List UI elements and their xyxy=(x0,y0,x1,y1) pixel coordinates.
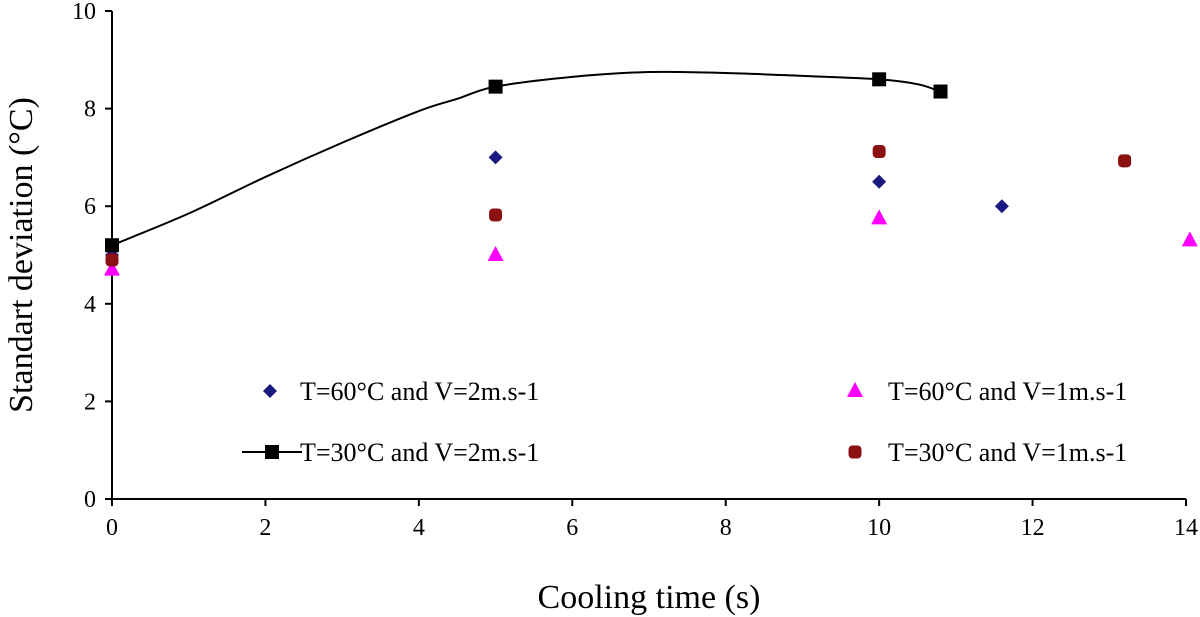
y-tick-label: 6 xyxy=(84,194,96,220)
data-point xyxy=(105,253,119,267)
y-tick-label: 2 xyxy=(84,389,96,415)
y-axis-title: Standart deviation (°C) xyxy=(3,97,40,413)
y-tick-label: 4 xyxy=(84,292,96,318)
data-point xyxy=(872,145,886,159)
x-tick-label: 8 xyxy=(720,515,732,541)
data-point xyxy=(487,246,504,261)
data-point xyxy=(104,260,120,276)
series-0 xyxy=(105,150,1009,262)
legend-label: T=30°C and V=1m.s-1 xyxy=(888,438,1127,467)
x-tick-label: 2 xyxy=(259,515,271,541)
x-tick-label: 4 xyxy=(413,515,425,541)
data-point xyxy=(488,150,503,165)
legend-label: T=60°C and V=1m.s-1 xyxy=(888,377,1127,406)
data-point xyxy=(105,238,119,253)
x-tick-label: 0 xyxy=(106,515,118,541)
series-2 xyxy=(105,70,948,253)
x-tick-label: 10 xyxy=(867,515,891,541)
axes: 0 2 4 6 8 10 12 14 0 2 4 6 8 10 xyxy=(72,0,1198,541)
y-tick-label: 8 xyxy=(84,97,96,123)
series-1 xyxy=(104,209,1198,276)
data-point xyxy=(488,79,503,94)
legend-item: T=30°C and V=1m.s-1 xyxy=(848,438,1127,467)
legend-item: T=60°C and V=2m.s-1 xyxy=(263,377,539,406)
legend-label: T=60°C and V=2m.s-1 xyxy=(300,377,539,406)
legend-item: T=60°C and V=1m.s-1 xyxy=(847,377,1127,406)
data-point xyxy=(872,72,887,87)
data-point xyxy=(489,208,503,222)
legend-item: T=30°C and V=2m.s-1 xyxy=(242,438,539,467)
plot-area xyxy=(104,70,1198,276)
x-ticks: 0 2 4 6 8 10 12 14 xyxy=(106,499,1198,541)
y-tick-label: 0 xyxy=(84,487,96,513)
legend-marker xyxy=(847,382,863,397)
data-point xyxy=(933,84,948,99)
data-point xyxy=(1118,154,1132,168)
data-point xyxy=(994,199,1009,214)
legend-marker xyxy=(848,445,862,459)
x-tick-label: 14 xyxy=(1174,515,1198,541)
legend: T=60°C and V=2m.s-1 T=60°C and V=1m.s-1 T=… xyxy=(242,377,1127,467)
data-point xyxy=(871,209,888,225)
legend-label: T=30°C and V=2m.s-1 xyxy=(300,438,539,467)
y-ticks: 0 2 4 6 8 10 xyxy=(72,0,112,513)
legend-marker xyxy=(265,445,279,459)
x-tick-label: 6 xyxy=(566,515,578,541)
data-point xyxy=(872,174,887,189)
data-point xyxy=(1181,231,1198,247)
x-axis-title: Cooling time (s) xyxy=(538,579,761,616)
legend-marker xyxy=(263,384,277,398)
series-line xyxy=(111,70,941,247)
y-tick-label: 10 xyxy=(72,0,96,25)
series-3 xyxy=(105,145,1132,267)
x-tick-label: 12 xyxy=(1021,515,1045,541)
